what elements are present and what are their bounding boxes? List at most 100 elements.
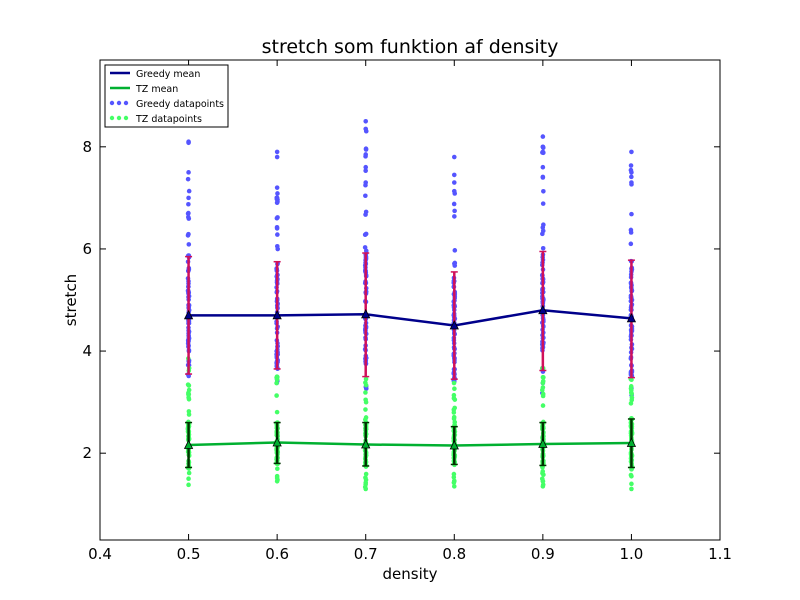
greedy-datapoint [451,188,457,194]
greedy-datapoint [540,201,546,206]
tz-datapoint [540,387,545,393]
greedy-datapoint [540,149,546,155]
greedy-datapoint [629,170,634,175]
tz-datapoint [186,390,191,396]
tz-mean-marker [361,439,371,449]
legend-greedy-mean-label: Greedy mean [136,69,200,80]
legend-greedy-points-swatch [109,100,129,106]
tz-datapoint [274,380,279,386]
tz-datapoint [629,377,634,382]
greedy-datapoint [274,185,280,190]
means-layer [183,250,637,469]
greedy-datapoint [186,231,191,237]
greedy-datapoint [363,168,368,174]
x-tick-label: 0.7 [354,545,378,563]
y-tick-label: 4 [82,342,92,360]
tz-datapoint [451,474,457,480]
greedy-datapoint [363,212,368,217]
greedy-datapoint [452,261,457,266]
tz-datapoint [186,409,192,414]
greedy-datapoint [629,211,634,217]
tz-datapoint [540,403,546,408]
x-tick-label: 0.8 [442,545,466,563]
greedy-datapoint [540,164,546,170]
greedy-datapoint [451,172,457,178]
greedy-datapoint [275,246,281,252]
tz-mean-marker [538,438,548,448]
tz-datapoint [186,476,191,482]
legend: Greedy mean TZ mean Greedy datapoints TZ… [104,64,229,128]
greedy-datapoint [186,195,191,201]
tz-datapoint [540,478,546,484]
tz-datapoint [540,469,546,474]
greedy-datapoint [451,201,457,207]
greedy-datapoint [275,199,280,205]
greedy-datapoint [186,242,192,247]
greedy-datapoint [185,176,191,182]
greedy-mean-line [188,308,632,327]
tz-datapoint [451,414,457,420]
greedy-datapoint [274,224,280,230]
x-tick-label: 1.0 [619,545,643,563]
x-tick-label: 0.4 [88,545,112,563]
tz-datapoint [628,472,634,478]
greedy-datapoint [363,231,369,237]
tz-datapoint [628,386,634,391]
chart-title: stretch som funktion af density [262,36,559,58]
tz-mean-marker [626,437,637,447]
greedy-datapoint [274,195,280,201]
greedy-datapoint [274,149,280,155]
tz-datapoint [363,407,368,412]
tz-datapoint [451,484,457,489]
tz-datapoint [363,382,369,388]
greedy-datapoint [363,180,369,185]
greedy-datapoint [628,241,634,247]
greedy-datapoint [186,201,191,207]
tz-datapoint [540,484,546,489]
tz-datapoint [274,409,280,415]
greedy-datapoint [363,146,369,152]
y-tick-label: 2 [82,444,92,462]
tz-datapoint [363,376,369,382]
tz-datapoint [452,405,458,411]
y-axis-label: stretch [62,274,80,326]
legend-greedy-points-label: Greedy datapoints [136,99,224,110]
x-tick-label: 1.1 [708,545,732,563]
greedy-datapoint [540,175,546,180]
tz-mean-marker [272,437,282,447]
greedy-datapoint [363,118,369,124]
tz-datapoint [274,478,280,484]
tz-datapoint [274,473,280,479]
greedy-datapoint [363,193,368,199]
greedy-datapoint [363,126,369,132]
greedy-datapoint [186,210,191,216]
greedy-datapoint [451,180,457,185]
greedy-datapoint [363,164,369,170]
tz-datapoint [275,466,280,471]
tz-datapoint [274,377,280,382]
greedy-mean-marker [449,320,459,330]
tz-datapoint [186,482,191,488]
tz-datapoint [540,380,546,386]
tz-datapoint [451,478,457,484]
tz-datapoint [363,471,369,477]
tz-datapoint [540,391,546,397]
greedy-datapoint [629,180,634,185]
greedy-datapoint [452,208,457,214]
ticks-layer: 0.4 0.5 0.6 0.7 0.8 0.9 1.0 1.1 2 4 6 8 [82,60,732,563]
tz-mean-marker [449,440,459,450]
tz-datapoint [451,395,457,401]
tz-datapoint [186,396,192,402]
greedy-datapoint [452,214,457,219]
greedy-datapoint [186,214,191,220]
greedy-datapoint [628,230,634,235]
greedy-mean-marker [272,309,282,320]
plot-area [100,60,720,540]
greedy-datapoint [275,232,280,237]
x-tick-label: 0.9 [531,545,555,563]
tz-datapoint [363,390,368,395]
greedy-datapoint [540,134,546,139]
greedy-datapoint [275,191,280,196]
greedy-datapoint [186,188,192,194]
